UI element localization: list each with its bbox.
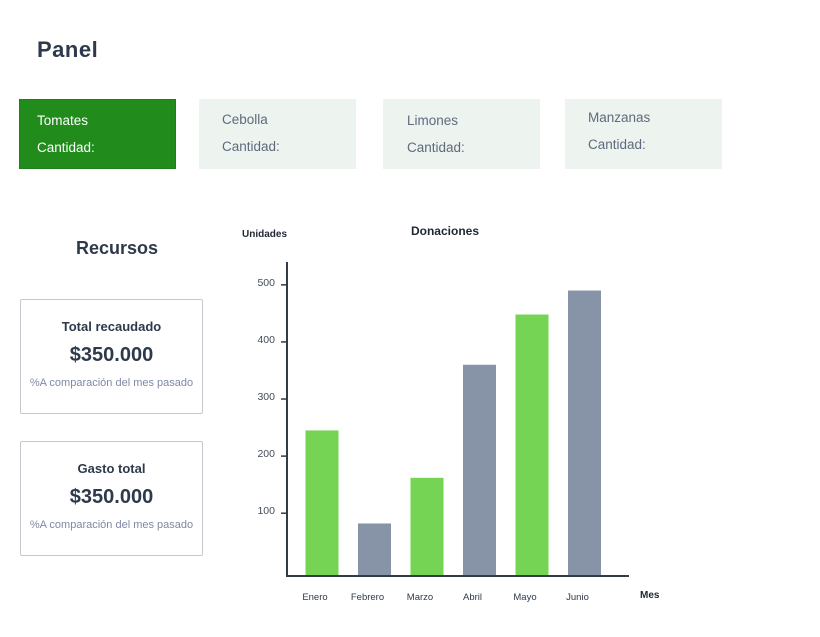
chart-xlabel: Mes	[640, 590, 660, 601]
total-expense-note: %A comparación del mes pasado	[29, 519, 194, 531]
y-tick-label: 400	[257, 334, 275, 346]
chart-title: Donaciones	[411, 224, 479, 238]
card-name: Tomates	[37, 113, 89, 128]
card-cebolla[interactable]: Cebolla Cantidad:	[199, 99, 356, 169]
x-tick-label: Enero	[302, 592, 327, 603]
card-name: Cebolla	[222, 112, 268, 127]
bar-junio	[568, 290, 601, 576]
total-raised-note: %A comparación del mes pasado	[29, 377, 194, 389]
page-title: Panel	[37, 37, 99, 62]
x-tick-label: Febrero	[351, 592, 384, 603]
total-raised-value: $350.000	[69, 344, 154, 366]
resources-title: Recursos	[76, 238, 159, 258]
card-name: Limones	[407, 113, 459, 128]
y-tick-label: 200	[257, 448, 275, 460]
y-tick-label: 100	[257, 505, 275, 517]
card-quantity-label: Cantidad:	[588, 137, 646, 152]
x-tick-label: Junio	[566, 592, 589, 603]
card-quantity-label: Cantidad:	[407, 140, 465, 155]
y-tick-label: 300	[257, 391, 275, 403]
card-quantity-label: Cantidad:	[222, 139, 280, 154]
y-tick-label: 500	[257, 277, 275, 289]
card-name: Manzanas	[588, 110, 651, 125]
x-tick-label: Marzo	[407, 592, 433, 603]
bar-marzo	[410, 477, 444, 576]
card-tomates[interactable]: Tomates Cantidad:	[19, 99, 176, 169]
bar-febrero	[358, 523, 391, 576]
card-manzanas[interactable]: Manzanas Cantidad:	[565, 99, 722, 169]
total-raised-label: Total recaudado	[61, 319, 162, 334]
x-tick-label: Mayo	[513, 592, 536, 603]
total-raised-box: Total recaudado $350.000 %A comparación …	[20, 299, 203, 414]
card-quantity-label: Cantidad:	[37, 140, 95, 155]
bar-mayo	[515, 314, 549, 576]
total-expense-box: Gasto total $350.000 %A comparación del …	[20, 441, 203, 556]
card-limones[interactable]: Limones Cantidad:	[383, 99, 540, 169]
bar-enero	[305, 430, 339, 576]
total-expense-value: $350.000	[69, 486, 154, 508]
chart-ylabel: Unidades	[242, 229, 287, 240]
donations-chart: Unidades Donaciones Mes 100200300400500 …	[242, 224, 660, 603]
total-expense-label: Gasto total	[77, 461, 146, 476]
bar-abril	[463, 364, 496, 576]
x-tick-label: Abril	[463, 592, 482, 603]
